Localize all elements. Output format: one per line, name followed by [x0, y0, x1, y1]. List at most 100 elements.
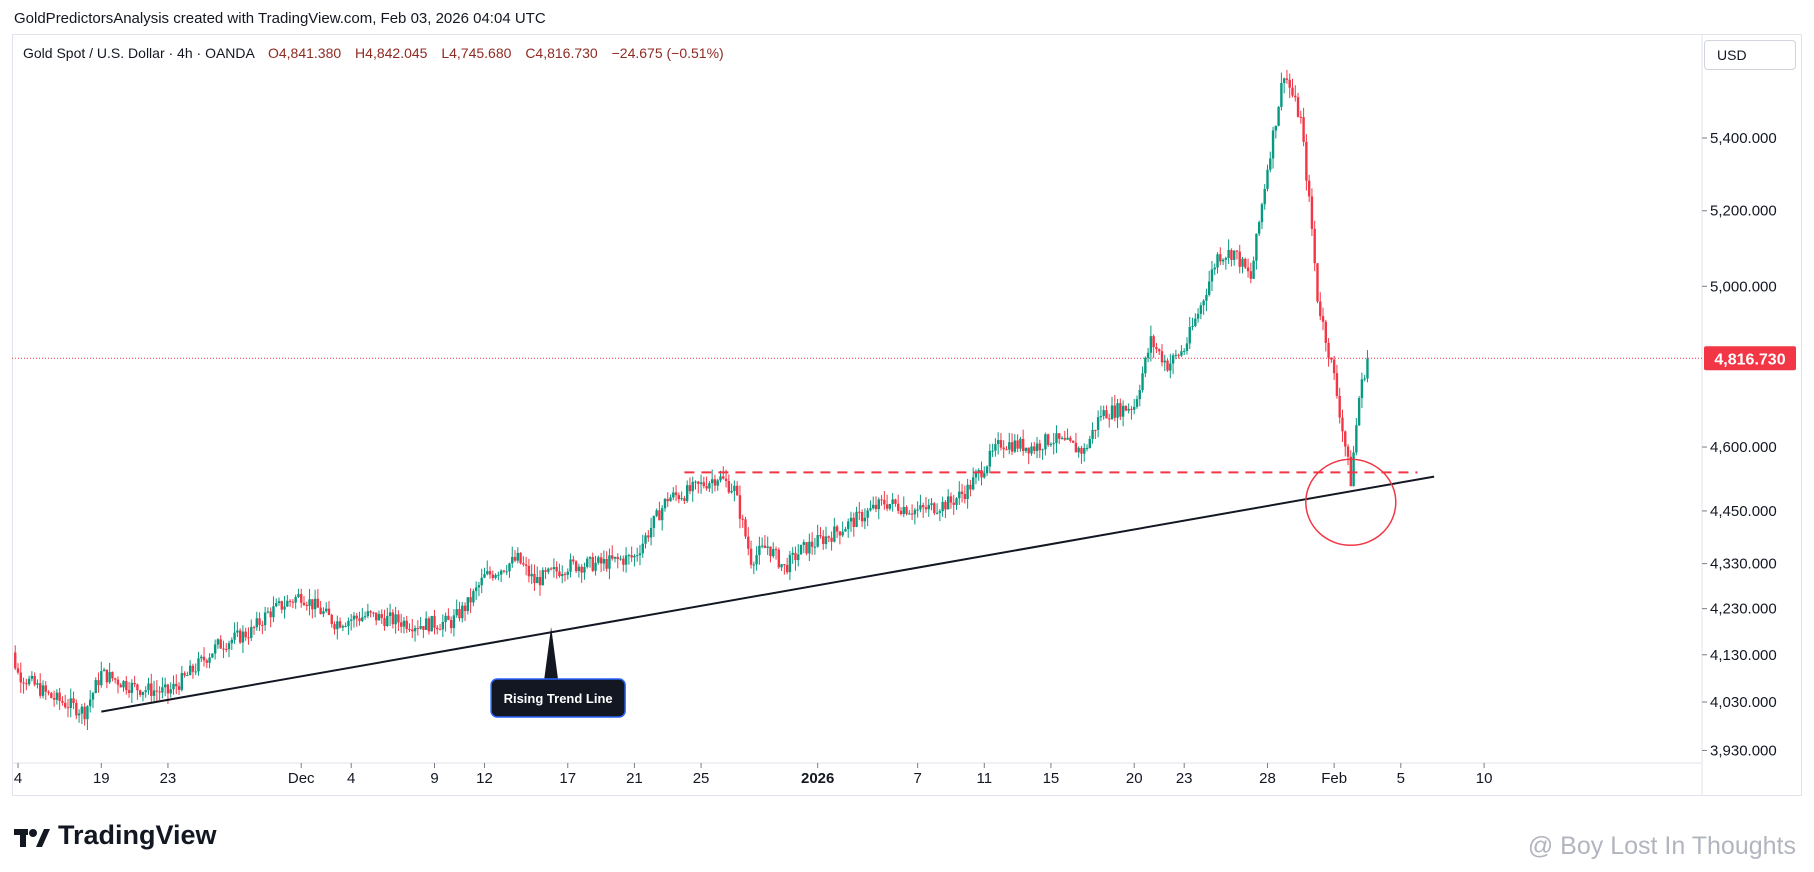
- candle-body: [325, 608, 328, 612]
- candle-body: [58, 692, 61, 701]
- candle-body: [1033, 446, 1036, 451]
- candle-body: [463, 605, 467, 612]
- candle-body: [924, 507, 928, 510]
- candle-body: [30, 675, 34, 679]
- candle-body: [130, 682, 134, 693]
- candle-body: [547, 568, 550, 572]
- candle-body: [327, 608, 331, 616]
- candle-body: [438, 629, 442, 631]
- candle-body: [619, 558, 622, 560]
- candle-body: [1280, 83, 1283, 107]
- candle-body: [1249, 271, 1253, 279]
- candle-body: [735, 485, 739, 496]
- candle-body: [785, 565, 789, 573]
- candle-body: [158, 691, 161, 693]
- tradingview-logo[interactable]: TradingView: [14, 820, 217, 851]
- candle-body: [1207, 281, 1211, 295]
- time-tick-label: 15: [1043, 770, 1060, 787]
- candle-body: [749, 548, 753, 565]
- candle-body: [1019, 438, 1022, 449]
- time-tick-label: 23: [160, 770, 177, 787]
- candle-body: [1002, 447, 1005, 450]
- candle-body: [1346, 446, 1350, 457]
- candle-body: [994, 444, 997, 451]
- symbol-name[interactable]: Gold Spot / U.S. Dollar · 4h · OANDA: [23, 45, 255, 61]
- candle-body: [1241, 258, 1244, 267]
- candle-body: [666, 498, 669, 502]
- candle-body: [477, 585, 481, 588]
- candle-body: [516, 552, 519, 561]
- candle-body: [211, 653, 214, 658]
- candle-body: [155, 690, 159, 692]
- candle-body: [622, 558, 625, 565]
- candle-body: [772, 549, 775, 557]
- candle-body: [241, 631, 245, 643]
- currency-button[interactable]: USD: [1704, 40, 1796, 70]
- time-tick-label: 4: [347, 770, 355, 787]
- candle-body: [161, 687, 164, 693]
- candle-body: [1324, 321, 1328, 343]
- candle-body: [216, 639, 220, 645]
- candle-body: [1282, 78, 1286, 84]
- tradingview-logo-text: TradingView: [58, 820, 217, 850]
- candle-body: [760, 545, 764, 547]
- candle-body: [1088, 438, 1091, 448]
- candle-body: [980, 470, 983, 478]
- candle-body: [1316, 263, 1319, 302]
- candle-body: [769, 546, 772, 557]
- price-tick-label: 4,600.000: [1710, 439, 1777, 456]
- candle-body: [102, 669, 106, 672]
- candle-body: [747, 536, 750, 549]
- candle-body: [180, 673, 184, 690]
- candle-body: [138, 690, 142, 695]
- candle-body: [369, 611, 372, 613]
- candle-body: [305, 604, 308, 606]
- high-value: H4,842.045: [355, 45, 428, 61]
- candle-body: [530, 573, 533, 577]
- time-tick-label: 17: [559, 770, 576, 787]
- change-value: −24.675 (−0.51%): [611, 45, 724, 61]
- candle-body: [883, 499, 886, 505]
- candle-body: [983, 473, 986, 478]
- candle-body: [1213, 267, 1216, 270]
- candle-body: [377, 614, 381, 621]
- candle-body: [672, 492, 675, 498]
- candle-body: [944, 501, 947, 510]
- candle-body: [333, 624, 336, 630]
- price-tick-label: 3,930.000: [1710, 742, 1777, 759]
- author-watermark: @ Boy Lost In Thoughts: [1527, 832, 1796, 860]
- candle-body: [905, 506, 908, 515]
- candle-body: [258, 618, 261, 625]
- candle-body: [577, 566, 581, 572]
- candle-body: [863, 517, 867, 522]
- candle-body: [849, 517, 853, 522]
- close-value: C4,816.730: [525, 45, 598, 61]
- candle-body: [719, 476, 722, 481]
- candle-body: [1108, 418, 1111, 420]
- candle-body: [591, 557, 594, 571]
- candle-body: [1194, 318, 1197, 326]
- candle-body: [966, 484, 969, 500]
- candle-body: [583, 566, 586, 573]
- candle-body: [558, 571, 561, 577]
- candle-body: [1105, 410, 1108, 419]
- candle-body: [52, 697, 56, 700]
- candle-body: [1332, 359, 1336, 374]
- candle-body: [783, 564, 786, 566]
- candle-body: [999, 440, 1003, 448]
- candle-body: [824, 536, 828, 545]
- candle-body: [816, 535, 819, 547]
- candle-body: [449, 620, 453, 629]
- candle-body: [261, 624, 264, 626]
- candle-body: [286, 600, 289, 607]
- candle-body: [433, 616, 436, 628]
- candle-body: [722, 476, 725, 479]
- candle-body: [1027, 447, 1030, 454]
- candle-body: [380, 614, 383, 619]
- candle-body: [1110, 405, 1114, 420]
- candle-body: [347, 620, 350, 627]
- candle-body: [683, 498, 686, 501]
- candle-body: [1049, 444, 1053, 446]
- candle-body: [113, 678, 117, 680]
